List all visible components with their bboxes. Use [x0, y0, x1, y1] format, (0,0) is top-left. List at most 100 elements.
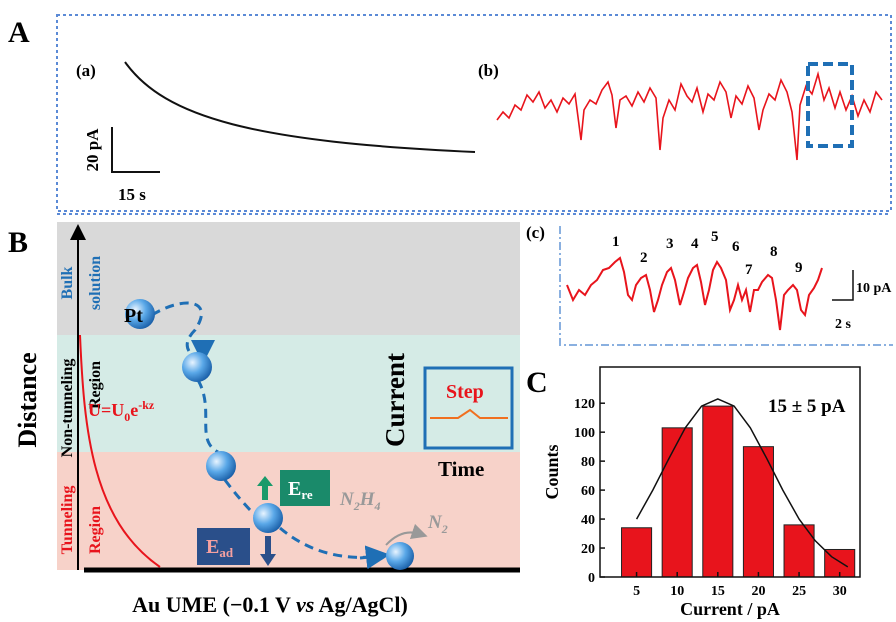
axis-label: Distance: [13, 352, 42, 447]
sub-label: (c): [526, 223, 545, 242]
peak-label: 2: [640, 250, 648, 266]
histogram: 0 20 40 60 80 100 120 5 10 15 20 25 30 Current / pA Co…: [542, 366, 861, 619]
inset-box: [423, 366, 514, 450]
sub-label: (b): [478, 61, 499, 80]
energy-part: re: [301, 487, 313, 502]
inset-frame: [559, 226, 893, 346]
formula-part: e: [130, 400, 138, 420]
y-tick-label: 40: [581, 513, 595, 528]
particle: [182, 352, 212, 382]
label-part: Ag/AgCl): [314, 592, 408, 617]
y-tick-label: 0: [588, 571, 595, 586]
current-trace: [566, 256, 823, 331]
species-part: N: [427, 512, 443, 533]
panel-label: C: [526, 366, 548, 399]
x-tick-label: 10: [670, 584, 684, 599]
species-label: N2H4: [339, 489, 381, 513]
species-part: 2: [441, 522, 448, 536]
formula-part: -kz: [138, 398, 155, 412]
formula-part: 0: [124, 410, 130, 424]
peak-label: 4: [691, 236, 699, 252]
formula: U=U0e-kz: [88, 398, 155, 424]
peak-label: 1: [612, 234, 620, 250]
bar: [661, 427, 693, 578]
peak-labels: 1 2 3 4 567 8 9: [612, 229, 803, 278]
scale-bar: [111, 127, 160, 173]
particle: [125, 299, 155, 329]
zone-label: Tunneling: [59, 486, 76, 555]
zone-label: Non-tunneling: [59, 359, 76, 458]
y-axis-label: Counts: [542, 444, 562, 499]
energy-arrow: [260, 554, 276, 566]
bar: [621, 527, 653, 578]
x-tick-label: 25: [792, 584, 806, 599]
panel-label: B: [8, 226, 28, 259]
path-arrow: [359, 545, 390, 570]
label-part: Au UME (−0.1 V: [132, 592, 296, 617]
y-tick-label: 20: [581, 542, 595, 557]
label-part: vs: [296, 592, 314, 617]
x-tick-label: 15: [711, 584, 725, 599]
energy-label: Ead: [206, 536, 234, 560]
peak-label: 5: [711, 229, 719, 245]
step-trace: [430, 408, 508, 419]
energy-label: Ere: [288, 478, 313, 502]
decay-trace: [124, 61, 476, 153]
bar: [742, 446, 774, 578]
y-tick-label: 80: [581, 455, 595, 470]
current-trace: [496, 70, 883, 161]
x-tick-label: 20: [751, 584, 765, 599]
particle: [253, 503, 283, 533]
y-tick-label: 100: [574, 426, 595, 441]
zone-label: Region: [87, 506, 104, 554]
energy-part: E: [206, 536, 219, 558]
peak-label: 6: [732, 239, 740, 255]
scale-label: 15 s: [118, 185, 146, 204]
x-tick-label: 5: [633, 584, 640, 599]
x-tick-label: 30: [833, 584, 847, 599]
zone-label: Region: [87, 361, 104, 409]
energy-part: ad: [219, 545, 234, 560]
zone-label: solution: [87, 256, 104, 310]
sub-label: (a): [76, 61, 96, 80]
zoom-box: [806, 62, 854, 148]
bar: [702, 405, 734, 578]
y-tick-label: 60: [581, 484, 595, 499]
energy-part: E: [288, 478, 301, 500]
particle: [386, 542, 414, 570]
x-axis-label: Current / pA: [680, 599, 780, 619]
peak-label: 7: [745, 262, 753, 278]
species-part: N: [339, 489, 355, 510]
species-part: 4: [374, 499, 381, 513]
electrode-label: Au UME (−0.1 V vs Ag/AgCl): [132, 592, 408, 617]
species-label: N2: [427, 512, 448, 536]
energy-box: [280, 470, 330, 506]
inset-label: Step: [446, 381, 484, 403]
fit-curve: [635, 398, 849, 568]
energy-box: [197, 528, 250, 565]
inset-axis-label: Current: [380, 353, 410, 447]
particle: [206, 451, 236, 481]
y-tick-label: 120: [574, 397, 595, 412]
potential-curve: [79, 334, 161, 568]
species-part: 2: [353, 499, 360, 513]
scale-label: 2 s: [835, 317, 852, 332]
zone-label: Bulk: [59, 266, 76, 299]
annotation: 15 ± 5 pA: [768, 396, 846, 417]
peak-label: 8: [770, 244, 778, 260]
particle-label: Pt: [124, 305, 143, 327]
energy-arrow: [257, 476, 273, 486]
formula-part: U=U: [88, 400, 124, 420]
plot-frame: [599, 366, 861, 578]
peak-label: 9: [795, 260, 803, 276]
inset-axis-label: Time: [438, 457, 484, 481]
scale-label: 10 pA: [856, 281, 892, 296]
reaction-arrow: [385, 523, 428, 546]
peak-label: 3: [666, 236, 674, 252]
panel-label: A: [8, 16, 30, 49]
panel-frame: [56, 14, 892, 212]
scale-label: 20 pA: [83, 128, 102, 172]
species-part: H: [359, 489, 376, 510]
scale-bar: [832, 270, 854, 301]
